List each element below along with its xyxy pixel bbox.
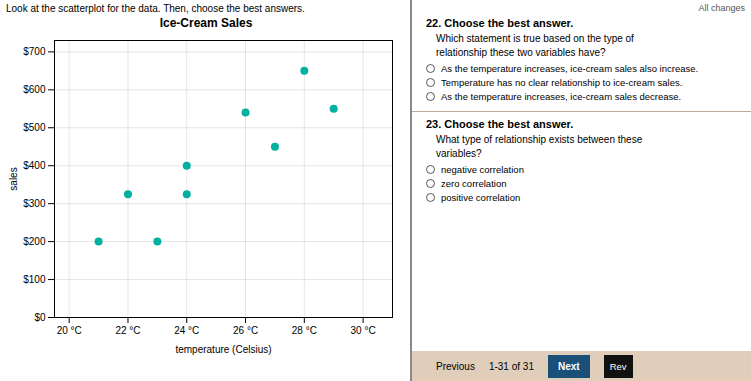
- svg-text:$300: $300: [23, 198, 46, 209]
- html-text:positive correlation: positive correlation: [441, 192, 521, 203]
- html-text:Which statement is true based: Which statement is true based on the typ…: [436, 33, 634, 58]
- svg-text:20 °C: 20 °C: [57, 325, 82, 336]
- svg-text:22 °C: 22 °C: [115, 325, 140, 336]
- svg-text:24 °C: 24 °C: [174, 325, 199, 336]
- html-text:What type of relationship exis: What type of relationship exists between…: [436, 134, 643, 159]
- html-text:As the temperature increases,: As the temperature increases, ice-cream …: [441, 91, 682, 102]
- svg-text:26 °C: 26 °C: [233, 325, 258, 336]
- svg-text:28 °C: 28 °C: [292, 325, 317, 336]
- html-text:As the temperature increases,: As the temperature increases, ice-cream …: [441, 63, 699, 74]
- html-text:Rev: Rev: [609, 360, 627, 372]
- html-text:Ice-Cream Sales: Ice-Cream Sales: [159, 16, 253, 30]
- html-text:All changes: All changes: [698, 3, 745, 13]
- html-text:23. Choose the best answer.: 23. Choose the best answer.: [426, 118, 574, 130]
- svg-text:$200: $200: [23, 236, 46, 247]
- svg-text:$100: $100: [23, 274, 46, 285]
- html-text:Previous: Previous: [436, 360, 475, 372]
- svg-text:sales: sales: [8, 167, 19, 190]
- html-text:Temperature has no clear relat: Temperature has no clear relationship to…: [441, 77, 683, 88]
- html-text:1-31 of 31: 1-31 of 31: [488, 360, 534, 372]
- svg-text:temperature (Celsius): temperature (Celsius): [175, 344, 271, 355]
- html-text:22. Choose the best answer.: 22. Choose the best answer.: [426, 17, 574, 29]
- html-text:Next: Next: [558, 360, 580, 372]
- html-text:Look at the scatterplot for th: Look at the scatterplot for the data. Th…: [6, 3, 305, 14]
- svg-text:$500: $500: [23, 122, 46, 133]
- html-text:negative correlation: negative correlation: [441, 164, 524, 175]
- svg-text:30 °C: 30 °C: [351, 325, 376, 336]
- svg-text:$700: $700: [23, 46, 46, 57]
- html-text:zero correlation: zero correlation: [441, 178, 507, 189]
- svg-text:$600: $600: [23, 84, 46, 95]
- svg-text:$0: $0: [34, 312, 46, 323]
- svg-text:$400: $400: [23, 160, 46, 171]
